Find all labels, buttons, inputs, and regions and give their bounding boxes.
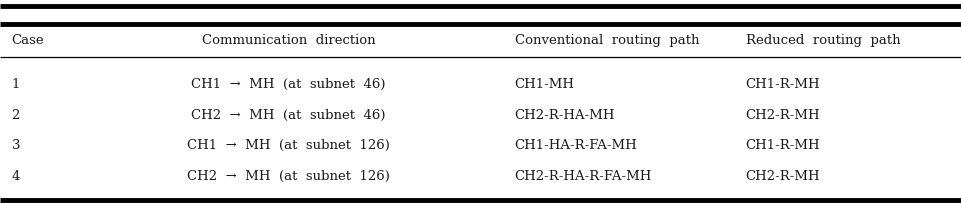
Text: CH1-MH: CH1-MH	[514, 78, 574, 91]
Text: CH2  →  MH  (at  subnet  46): CH2 → MH (at subnet 46)	[191, 109, 385, 122]
Text: CH2-R-MH: CH2-R-MH	[745, 170, 820, 183]
Text: CH1-HA-R-FA-MH: CH1-HA-R-FA-MH	[514, 139, 637, 152]
Text: 1: 1	[12, 78, 20, 91]
Text: CH1  →  MH  (at  subnet  126): CH1 → MH (at subnet 126)	[187, 139, 389, 152]
Text: CH1  →  MH  (at  subnet  46): CH1 → MH (at subnet 46)	[191, 78, 385, 91]
Text: Case: Case	[12, 34, 44, 47]
Text: CH1-R-MH: CH1-R-MH	[745, 139, 820, 152]
Text: Conventional  routing  path: Conventional routing path	[514, 34, 699, 47]
Text: CH2-R-HA-MH: CH2-R-HA-MH	[514, 109, 614, 122]
Text: Communication  direction: Communication direction	[202, 34, 375, 47]
Text: 2: 2	[12, 109, 20, 122]
Text: 3: 3	[12, 139, 20, 152]
Text: 4: 4	[12, 170, 20, 183]
Text: CH2-R-MH: CH2-R-MH	[745, 109, 820, 122]
Text: Reduced  routing  path: Reduced routing path	[745, 34, 899, 47]
Text: CH1-R-MH: CH1-R-MH	[745, 78, 820, 91]
Text: CH2  →  MH  (at  subnet  126): CH2 → MH (at subnet 126)	[187, 170, 389, 183]
Text: CH2-R-HA-R-FA-MH: CH2-R-HA-R-FA-MH	[514, 170, 652, 183]
